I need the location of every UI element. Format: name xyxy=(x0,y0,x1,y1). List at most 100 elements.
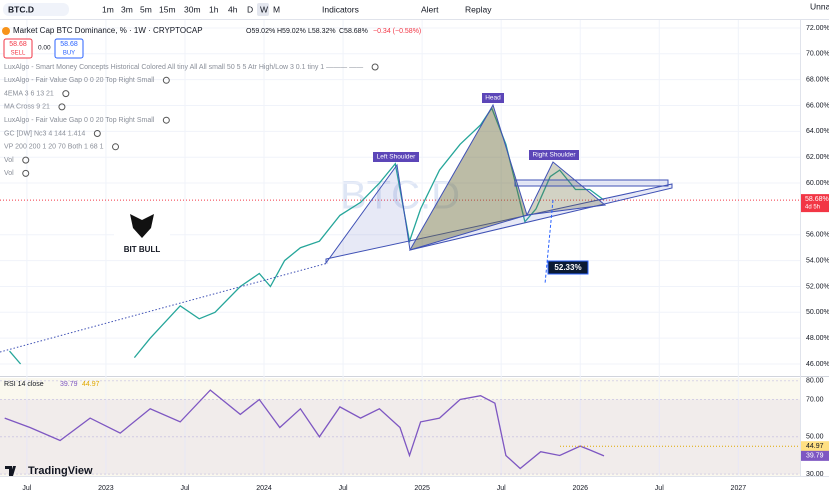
indicator-name: LuxAlgo - Smart Money Concepts Historica… xyxy=(4,64,363,71)
y-tick-label: 68.00% xyxy=(806,76,829,83)
sell-button[interactable] xyxy=(3,38,33,59)
indicator-name: LuxAlgo - Fair Value Gap 0 0 20 Top Righ… xyxy=(4,77,155,84)
target-label: 52.33% xyxy=(554,263,581,272)
rsi-band xyxy=(0,399,800,475)
rsi-ma-axis-label: 44.97 xyxy=(806,443,824,450)
interval-button[interactable]: 1m xyxy=(102,4,114,14)
target-arrow xyxy=(544,199,554,285)
rsi-value: 39.79 xyxy=(60,381,78,388)
y-tick-label: 66.00% xyxy=(806,102,829,109)
left-shoulder-label: Left Shoulder xyxy=(377,154,417,161)
interval-button[interactable]: M xyxy=(273,4,280,14)
buy-price[interactable]: 58.68 xyxy=(60,41,78,48)
y-tick-label: 48.00% xyxy=(806,335,829,342)
right-shoulder xyxy=(526,161,607,216)
interval-button[interactable]: 30m xyxy=(184,4,201,14)
x-tick-label: Jul xyxy=(655,485,664,492)
y-tick-label: 64.00% xyxy=(806,128,829,135)
head xyxy=(408,103,528,251)
x-tick-label: 2024 xyxy=(256,485,272,492)
symbol[interactable]: BTC.D xyxy=(8,4,34,14)
indicator-name: VP 200 200 1 20 70 Both 1 68 1 xyxy=(4,144,104,151)
chart-title: Market Cap BTC Dominance, % · 1W · CRYPT… xyxy=(13,26,203,35)
alert-button[interactable]: Alert xyxy=(421,4,439,14)
x-tick-label: Jul xyxy=(181,485,190,492)
interval-button[interactable]: 5m xyxy=(140,4,152,14)
y-tick-label: 80.00 xyxy=(806,378,824,385)
rsi-ma-value: 44.97 xyxy=(82,381,100,388)
indicator-name: 4EMA 3 6 13 21 xyxy=(4,90,54,97)
visibility-icon[interactable] xyxy=(62,90,70,98)
label-box xyxy=(547,260,589,275)
visibility-icon[interactable] xyxy=(162,116,170,124)
resistance-box xyxy=(514,179,669,187)
y-tick-label: 56.00% xyxy=(806,232,829,239)
active-interval xyxy=(257,3,269,16)
visibility-icon[interactable] xyxy=(22,169,30,177)
y-tick-label: 50.00% xyxy=(806,309,829,316)
last-price-label: 58.68% xyxy=(805,196,829,203)
ohlc-value: L58.32% xyxy=(308,28,336,35)
trend-line xyxy=(0,262,329,353)
visibility-icon[interactable] xyxy=(162,76,170,84)
logo-icon xyxy=(130,214,154,238)
symbol-box[interactable] xyxy=(3,3,69,16)
visibility-icon[interactable] xyxy=(371,63,379,71)
y-tick-label: 60.00% xyxy=(806,180,829,187)
y-tick-label: 70.00 xyxy=(806,396,824,403)
sell-price[interactable]: 58.68 xyxy=(9,41,27,48)
replay-button[interactable]: Replay xyxy=(465,4,492,14)
interval-button[interactable]: D xyxy=(247,4,253,14)
x-tick-label: 2025 xyxy=(414,485,430,492)
rsi-title: RSI 14 close xyxy=(4,381,44,388)
x-tick-label: 2027 xyxy=(731,485,747,492)
interval-button[interactable]: 15m xyxy=(159,4,176,14)
y-tick-label: 62.00% xyxy=(806,154,829,161)
ohlc-value: H59.02% xyxy=(277,28,306,35)
interval-button[interactable]: 3m xyxy=(121,4,133,14)
interval-button[interactable]: 4h xyxy=(228,4,238,14)
axis-label-box xyxy=(801,450,829,461)
y-tick-label: 52.00% xyxy=(806,283,829,290)
buy-button[interactable] xyxy=(54,38,84,59)
indicators-button[interactable]: Indicators xyxy=(322,4,359,14)
indicator-name: LuxAlgo - Fair Value Gap 0 0 20 Top Righ… xyxy=(4,117,155,124)
axis-label-box xyxy=(801,194,829,213)
indicator-name: Vol xyxy=(4,170,14,177)
x-tick-label: Jul xyxy=(339,485,348,492)
y-tick-label: 50.00 xyxy=(806,434,824,441)
watermark: BTC.D xyxy=(340,174,460,218)
indicator-name: MA Cross 9 21 xyxy=(4,104,50,111)
label-box xyxy=(529,150,579,160)
spread: 0.00 xyxy=(38,45,51,52)
label-box xyxy=(373,152,419,162)
brand-icon xyxy=(5,466,16,476)
visibility-icon[interactable] xyxy=(22,156,30,164)
x-tick-label: 2026 xyxy=(572,485,588,492)
price-line xyxy=(4,389,605,470)
y-tick-label: 70.00% xyxy=(806,51,829,58)
sell-label[interactable]: SELL xyxy=(11,51,26,57)
neckline-channel xyxy=(325,163,673,265)
rsi-axis-label: 39.79 xyxy=(806,453,824,460)
account[interactable]: Unna xyxy=(810,1,829,11)
y-tick-label: 54.00% xyxy=(806,257,829,264)
visibility-icon[interactable] xyxy=(58,103,66,111)
countdown: 4d 5h xyxy=(805,205,820,211)
ohlc-value: C58.68% xyxy=(339,28,368,35)
brand: TradingView xyxy=(28,465,93,477)
indicator-name: GC [DW] Nc3 4 144 1.414 xyxy=(4,130,85,137)
buy-label[interactable]: BUY xyxy=(63,51,75,57)
visibility-icon[interactable] xyxy=(93,130,101,137)
interval-button[interactable]: W xyxy=(260,4,268,14)
y-tick-label: 30.00 xyxy=(806,471,824,478)
x-tick-label: Jul xyxy=(22,485,31,492)
label-box xyxy=(482,93,504,103)
visibility-icon[interactable] xyxy=(112,143,120,151)
head-label: Head xyxy=(485,95,501,102)
ohlc-value: −0.34 (−0.58%) xyxy=(373,28,421,35)
interval-button[interactable]: 1h xyxy=(209,4,219,14)
y-tick-label: 46.00% xyxy=(806,361,829,368)
price-line xyxy=(9,350,22,365)
